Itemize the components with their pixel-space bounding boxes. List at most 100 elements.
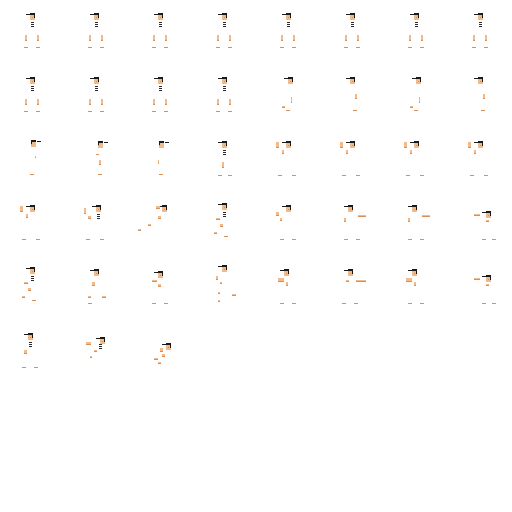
fore-arm bbox=[346, 150, 348, 154]
sprite-frame bbox=[448, 0, 512, 64]
sprite-frame bbox=[0, 320, 64, 384]
sprite-frame bbox=[384, 0, 448, 64]
eye bbox=[224, 145, 225, 146]
sprite-arm-reach bbox=[406, 269, 424, 304]
foot-shade bbox=[414, 110, 418, 111]
shirt-stripe bbox=[223, 26, 226, 27]
hair-tuft bbox=[346, 78, 350, 79]
hair bbox=[286, 13, 291, 15]
fore-arm bbox=[474, 150, 476, 154]
shirt-stripe bbox=[223, 152, 226, 153]
hair-tuft bbox=[96, 338, 100, 339]
hair-side bbox=[418, 143, 419, 146]
shirt-stripe bbox=[351, 24, 354, 25]
eye bbox=[96, 81, 97, 82]
shirt-stripe bbox=[95, 88, 98, 89]
head bbox=[26, 267, 35, 274]
kick-leg-shade bbox=[474, 215, 480, 216]
arm-shade bbox=[216, 219, 220, 220]
hair-tuft bbox=[165, 142, 169, 143]
fore-arm-shade bbox=[414, 285, 416, 286]
eye bbox=[32, 17, 33, 18]
sprite-guard-flip bbox=[84, 205, 104, 240]
kicking-leg-shade bbox=[410, 107, 413, 108]
shirt-stripe bbox=[31, 278, 34, 279]
rear-foot-shade bbox=[138, 230, 141, 231]
raised-arm-shade bbox=[468, 147, 471, 148]
torso bbox=[351, 22, 354, 27]
right-foot-shade bbox=[228, 111, 232, 112]
hair-side bbox=[482, 143, 483, 146]
fore-arm-shade bbox=[26, 217, 28, 218]
hair bbox=[222, 13, 227, 15]
sprite-frame bbox=[0, 64, 64, 128]
sprite-frame bbox=[192, 128, 256, 192]
left-foot-shade bbox=[408, 239, 412, 240]
hair-side bbox=[482, 15, 483, 18]
right-foot-shade bbox=[354, 303, 358, 304]
shirt-stripe bbox=[99, 344, 102, 345]
left-foot-shade bbox=[22, 367, 26, 368]
right-arm-shade bbox=[37, 40, 39, 41]
fore-arm bbox=[158, 284, 161, 287]
torso bbox=[31, 22, 34, 27]
hair-tuft bbox=[26, 268, 30, 269]
left-arm-shade bbox=[153, 104, 155, 105]
left-arm-shade bbox=[217, 40, 219, 41]
left-foot-shade bbox=[482, 303, 486, 304]
hair bbox=[30, 267, 35, 269]
head bbox=[282, 13, 291, 20]
kick-foot-shade bbox=[102, 297, 106, 298]
left-foot-shade bbox=[86, 239, 90, 240]
sprite-crouch-spin bbox=[22, 267, 36, 301]
torso bbox=[29, 342, 32, 347]
left-foot-shade bbox=[342, 175, 346, 176]
head bbox=[284, 77, 293, 84]
right-arm bbox=[229, 35, 231, 41]
sprite-stand-punch bbox=[88, 13, 104, 48]
foot-shade bbox=[98, 174, 102, 175]
rear-leg-shade bbox=[148, 225, 151, 226]
leg-shade bbox=[99, 164, 101, 165]
sprite-kick-mid bbox=[158, 141, 169, 175]
shirt-stripe bbox=[159, 24, 162, 25]
eye bbox=[290, 81, 291, 82]
rear-arm bbox=[344, 218, 346, 222]
body bbox=[160, 348, 163, 352]
hair-tuft bbox=[218, 266, 222, 267]
right-foot-shade bbox=[356, 47, 360, 48]
shirt-stripe bbox=[159, 88, 162, 89]
right-foot-shade bbox=[292, 239, 296, 240]
sprite-frame bbox=[448, 128, 512, 192]
head bbox=[218, 13, 227, 20]
shirt-stripe bbox=[223, 214, 226, 215]
extended-arm-shade bbox=[358, 216, 366, 217]
foot-shade bbox=[481, 110, 485, 111]
hair bbox=[94, 77, 99, 79]
hair-side bbox=[226, 143, 227, 146]
hair bbox=[288, 77, 293, 79]
shirt-stripe bbox=[479, 22, 482, 23]
left-foot-shade bbox=[482, 239, 486, 240]
sprite-frame bbox=[64, 64, 128, 128]
hair-side bbox=[416, 271, 417, 274]
knee-shade bbox=[22, 297, 25, 298]
sprite-stand-punch bbox=[472, 13, 488, 48]
right-foot-shade bbox=[100, 239, 104, 240]
hair bbox=[28, 333, 33, 335]
eye bbox=[414, 209, 415, 210]
fore-arm-shade bbox=[28, 290, 31, 291]
arm-shade bbox=[291, 102, 292, 103]
right-foot-shade bbox=[420, 303, 424, 304]
sprite-frame bbox=[320, 0, 384, 64]
left-arm bbox=[217, 99, 219, 105]
hair-tuft bbox=[280, 270, 284, 271]
right-arm bbox=[357, 35, 359, 41]
foot-shade bbox=[218, 301, 220, 302]
hair-side bbox=[98, 15, 99, 18]
left-arm-shade bbox=[281, 40, 283, 41]
torso bbox=[95, 22, 98, 27]
hair bbox=[222, 77, 227, 79]
shirt-stripe bbox=[223, 150, 226, 151]
hair-side bbox=[162, 273, 163, 276]
